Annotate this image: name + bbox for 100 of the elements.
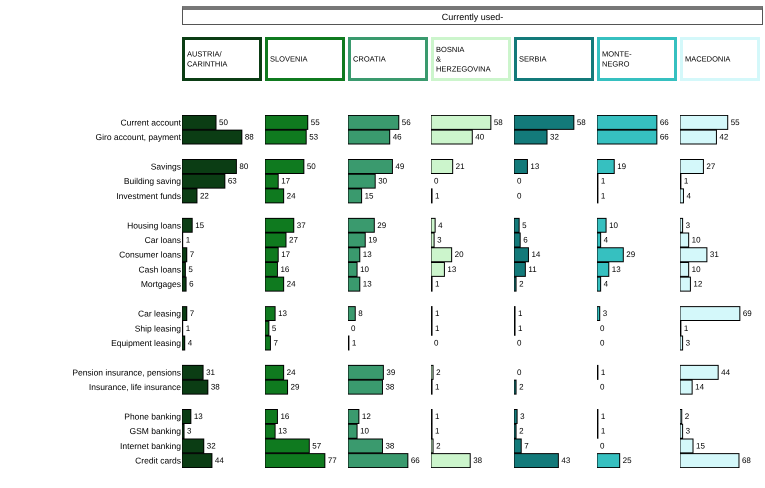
data-label: 1 xyxy=(435,412,440,422)
data-label: 1 xyxy=(186,236,191,245)
y-tick-label: Car loans xyxy=(144,234,181,245)
data-label: 13 xyxy=(362,280,372,289)
data-label: 38 xyxy=(210,382,220,392)
data-label: 13 xyxy=(362,250,372,260)
data-label: 4 xyxy=(604,280,609,289)
data-label: 0 xyxy=(434,338,439,348)
data-label: 1 xyxy=(600,191,606,200)
data-label: 13 xyxy=(278,309,288,318)
data-label: 27 xyxy=(706,162,716,171)
data-label: 4 xyxy=(686,191,692,200)
data-label: 11 xyxy=(528,264,538,274)
data-label: 19 xyxy=(368,236,378,245)
data-label: 2 xyxy=(519,382,524,392)
data-label: 24 xyxy=(286,191,296,200)
data-label: 0 xyxy=(600,324,605,333)
data-label: 17 xyxy=(281,176,291,186)
data-label: 7 xyxy=(190,309,195,318)
data-label: 55 xyxy=(310,118,320,127)
y-tick-label: Ship leasing xyxy=(134,323,182,334)
data-label: 1 xyxy=(435,324,440,333)
data-label: 1 xyxy=(435,382,440,392)
data-label: 39 xyxy=(386,368,396,377)
data-label: 3 xyxy=(686,220,691,230)
data-label: 66 xyxy=(660,132,670,142)
data-label: 0 xyxy=(517,176,522,186)
data-label: 58 xyxy=(494,118,504,127)
data-label: 24 xyxy=(286,368,296,377)
data-label: 10 xyxy=(360,426,370,436)
data-label: 5 xyxy=(188,264,194,274)
y-tick-label: Credit cards xyxy=(135,456,181,466)
text: Currently used- xyxy=(182,6,763,25)
data-label: 1 xyxy=(435,309,440,318)
data-label: 3 xyxy=(187,426,192,436)
bar xyxy=(597,306,600,322)
data-label: 7 xyxy=(190,250,195,260)
data-label: 5 xyxy=(272,324,277,333)
data-label: 44 xyxy=(721,368,731,377)
data-label: 4 xyxy=(604,236,609,245)
data-label: 13 xyxy=(194,412,204,422)
y-tick-label: Consumer loans xyxy=(119,250,181,260)
data-label: 37 xyxy=(296,220,306,230)
data-label: 32 xyxy=(206,441,216,450)
data-label: 1 xyxy=(518,324,524,333)
data-label: 0 xyxy=(351,324,356,333)
data-label: 4 xyxy=(188,338,193,348)
bar xyxy=(514,380,517,395)
data-label: 53 xyxy=(309,132,319,142)
data-label: 3 xyxy=(437,236,442,245)
bar xyxy=(431,158,454,174)
data-label: 1 xyxy=(352,338,357,348)
data-label: 12 xyxy=(362,412,372,422)
data-label: 13 xyxy=(278,426,288,436)
data-label: 7 xyxy=(524,441,530,450)
data-label: 25 xyxy=(622,456,632,466)
data-label: 5 xyxy=(522,220,528,230)
data-label: 0 xyxy=(600,338,605,348)
data-label: 7 xyxy=(273,338,278,348)
data-label: 4 xyxy=(438,220,444,230)
data-label: 88 xyxy=(244,132,254,142)
data-label: 0 xyxy=(517,191,522,200)
data-label: 0 xyxy=(517,338,522,348)
data-label: 40 xyxy=(475,132,485,142)
bar xyxy=(348,306,356,322)
data-label: 58 xyxy=(576,118,586,127)
data-label: 10 xyxy=(609,220,619,230)
data-label: 24 xyxy=(286,280,296,289)
data-label: 80 xyxy=(239,162,249,171)
data-label: 38 xyxy=(385,382,395,392)
data-label: 2 xyxy=(436,441,442,450)
data-label: 22 xyxy=(200,191,210,200)
data-label: 14 xyxy=(695,382,705,392)
data-label: 30 xyxy=(378,176,388,186)
data-label: 8 xyxy=(358,309,364,318)
data-label: 50 xyxy=(306,162,316,171)
data-label: 3 xyxy=(686,338,691,348)
data-label: 1 xyxy=(186,324,191,333)
data-label: 15 xyxy=(696,441,706,450)
y-tick-label: Insurance, life insurance xyxy=(88,382,182,392)
data-label: 15 xyxy=(195,220,205,230)
data-label: 44 xyxy=(214,456,224,466)
data-label: 43 xyxy=(561,456,571,466)
data-label: 10 xyxy=(692,264,702,274)
y-tick-label: Equipment leasing xyxy=(111,338,182,348)
bar xyxy=(597,453,620,468)
data-label: 0 xyxy=(434,176,439,186)
data-label: 31 xyxy=(710,250,720,260)
data-label: 20 xyxy=(454,250,464,260)
data-label: 6 xyxy=(189,280,194,289)
data-label: 55 xyxy=(730,118,740,127)
data-label: 1 xyxy=(600,412,606,422)
data-label: 29 xyxy=(626,250,636,260)
data-label: 10 xyxy=(692,236,702,245)
data-label: 32 xyxy=(550,132,560,142)
data-label: 1 xyxy=(435,280,440,289)
data-label: 0 xyxy=(600,441,605,450)
data-label: 1 xyxy=(518,309,524,318)
data-label: 49 xyxy=(395,162,405,171)
data-label: 16 xyxy=(280,412,290,422)
